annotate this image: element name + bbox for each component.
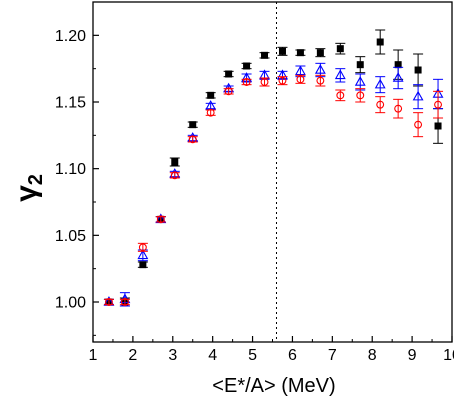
data-point-circle xyxy=(434,100,442,109)
x-tick-label: 1 xyxy=(89,347,98,364)
data-point-triangle xyxy=(314,64,326,74)
data-point-circle xyxy=(120,298,129,306)
x-tick-label: 9 xyxy=(408,347,417,364)
data-point-circle xyxy=(260,78,269,86)
data-point-square xyxy=(139,261,147,269)
data-point-triangle xyxy=(392,72,404,82)
data-point-square xyxy=(278,47,286,55)
data-point-square xyxy=(356,61,364,69)
data-series-layer xyxy=(103,29,444,307)
x-tick-label: 3 xyxy=(168,347,177,364)
data-point-square xyxy=(296,49,304,57)
x-tick-label: 6 xyxy=(288,347,297,364)
x-axis-title: <E*/A> (MeV) xyxy=(212,375,335,397)
data-point-circle xyxy=(278,76,287,85)
x-axis: 1 2 3 4 5 6 7 8 9 10 xyxy=(89,336,454,364)
data-point-circle xyxy=(394,104,403,113)
x-tick-label: 2 xyxy=(128,347,137,364)
data-point-circle xyxy=(242,78,251,86)
data-point-square xyxy=(376,38,384,46)
data-point-square xyxy=(243,62,251,70)
y-tick-label: 1.00 xyxy=(55,295,86,312)
x-tick-label: 4 xyxy=(208,347,217,364)
series-open-circle xyxy=(103,74,444,306)
y-axis-title-subscript: 2 xyxy=(25,174,47,185)
x-tick-label: 5 xyxy=(248,347,257,364)
data-point-square xyxy=(316,49,324,57)
y-tick-label: 1.20 xyxy=(55,28,86,45)
data-point-circle xyxy=(316,76,325,85)
x-tick-label: 10 xyxy=(443,347,454,364)
y-axis-title: γ2 xyxy=(10,174,47,202)
y-axis: 1.00 1.05 1.10 1.15 1.20 xyxy=(55,1,99,336)
data-point-circle xyxy=(206,108,215,117)
y-tick-label: 1.15 xyxy=(55,95,86,112)
data-point-circle xyxy=(188,135,197,144)
x-tick-label: 8 xyxy=(368,347,377,364)
data-point-square xyxy=(189,121,197,129)
data-point-triangle xyxy=(374,78,386,89)
data-point-triangle xyxy=(354,76,366,86)
data-point-square xyxy=(207,91,215,99)
data-point-triangle xyxy=(334,69,346,80)
data-point-square xyxy=(171,158,179,166)
data-point-triangle xyxy=(412,90,424,101)
data-point-square xyxy=(434,122,442,130)
data-point-square xyxy=(225,70,233,78)
data-point-circle xyxy=(296,75,305,84)
x-tick-label: 7 xyxy=(328,347,337,364)
data-point-circle xyxy=(138,243,147,252)
data-point-square xyxy=(394,61,402,69)
data-point-square xyxy=(414,66,422,74)
data-point-circle xyxy=(336,91,345,100)
data-point-triangle xyxy=(137,249,149,260)
y-axis-title-main: γ xyxy=(10,185,43,202)
data-point-circle xyxy=(105,298,113,306)
data-point-square xyxy=(336,45,344,53)
data-point-circle xyxy=(414,120,423,129)
data-point-circle xyxy=(170,171,179,180)
data-point-circle xyxy=(156,215,165,224)
data-point-circle xyxy=(376,100,385,109)
data-point-circle xyxy=(356,91,365,100)
data-point-triangle xyxy=(294,65,306,76)
data-point-circle xyxy=(224,87,233,96)
y-tick-label: 1.05 xyxy=(55,228,86,245)
y-tick-label: 1.10 xyxy=(55,161,86,178)
data-point-square xyxy=(261,51,269,59)
